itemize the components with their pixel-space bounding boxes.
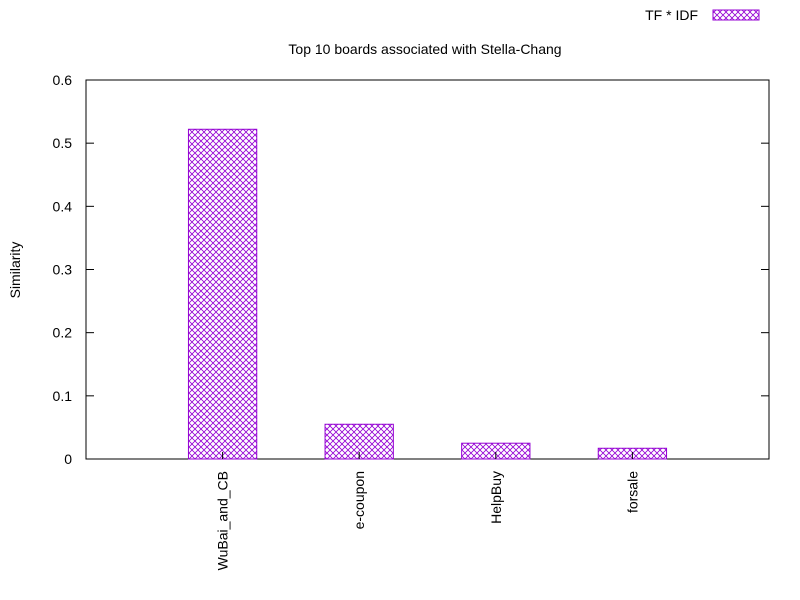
y-tick-label: 0 (64, 451, 72, 467)
y-axis-ticks: 0 0.1 0.2 0.3 0.4 0.5 0.6 (53, 72, 769, 467)
y-tick-label: 0.3 (53, 262, 73, 278)
legend-label: TF * IDF (645, 7, 698, 23)
y-tick-label: 0.4 (53, 198, 73, 214)
y-tick-label: 0.5 (53, 135, 73, 151)
y-tick-label: 0.2 (53, 325, 73, 341)
x-tick-label: WuBai_and_CB (215, 471, 231, 570)
y-tick-label: 0.6 (53, 72, 73, 88)
x-axis-tick-labels: WuBai_and_CB e-coupon HelpBuy forsale (215, 452, 640, 570)
bar-wubai-and-cb (187, 128, 258, 460)
x-tick-label: forsale (624, 471, 640, 513)
x-tick-label: HelpBuy (488, 471, 504, 524)
legend-swatch (712, 9, 760, 21)
y-axis-label: Similarity (7, 242, 23, 299)
chart-title: Top 10 boards associated with Stella-Cha… (288, 41, 561, 57)
y-tick-label: 0.1 (53, 388, 73, 404)
bars-group (187, 128, 668, 460)
x-tick-label: e-coupon (351, 471, 367, 529)
legend: TF * IDF (645, 7, 760, 23)
